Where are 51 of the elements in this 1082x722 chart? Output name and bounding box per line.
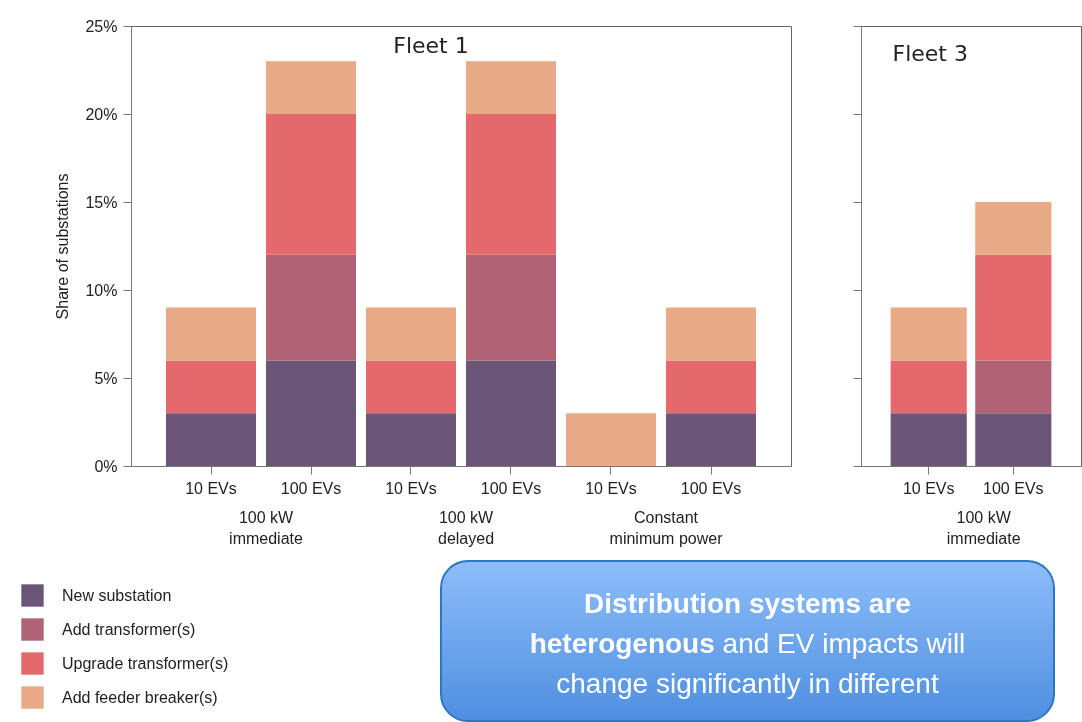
bar — [466, 254, 556, 361]
x-tick-label: 10 EVs — [902, 479, 955, 497]
bar — [890, 307, 967, 361]
bar — [166, 413, 256, 466]
text: 100 kW immediate — [229, 509, 303, 547]
legend-label: Upgrade transformer(s) — [62, 654, 229, 672]
bar — [666, 360, 756, 414]
legend-label: New substation — [62, 586, 172, 604]
bar — [466, 114, 556, 255]
y-tick-label: 15% — [85, 193, 118, 211]
chart-title: Fleet 1 — [393, 33, 469, 58]
x-tick-label: 100 EVs — [480, 479, 542, 497]
bar — [266, 254, 356, 361]
bar — [266, 360, 356, 466]
bar — [466, 360, 556, 466]
y-tick-label: 5% — [94, 369, 118, 387]
bar — [666, 307, 756, 361]
legend-label: Add transformer(s) — [62, 620, 196, 638]
bar — [366, 360, 456, 414]
bar — [266, 61, 356, 114]
bar — [466, 61, 556, 114]
x-tick-label: 100 EVs — [983, 479, 1044, 497]
bar — [366, 413, 456, 466]
text: Constant minimum power — [609, 509, 724, 547]
callout-box: Distribution systems are heterogenous and EV impacts will change significantly in different — [440, 560, 1055, 722]
bar — [975, 254, 1052, 361]
y-tick-label: 0% — [94, 457, 118, 475]
bar — [266, 114, 356, 255]
bar — [366, 307, 456, 361]
x-tick-label: 10 EVs — [385, 479, 437, 497]
bar — [666, 413, 756, 466]
x-tick-label: 10 EVs — [185, 479, 237, 497]
bar — [975, 413, 1052, 466]
y-tick-label: 10% — [85, 281, 118, 299]
bar — [166, 360, 256, 414]
bar — [975, 360, 1052, 414]
text: 100 kW delayed — [437, 509, 495, 547]
x-tick-label: 10 EVs — [585, 479, 637, 497]
bar — [166, 307, 256, 361]
text: Fleet 3 — [892, 40, 968, 66]
y-axis-title: Share of substations — [54, 173, 72, 320]
text: 100 kW immediate — [946, 509, 1021, 547]
x-tick-label: 100 EVs — [680, 479, 742, 497]
legend-label: Add feeder breaker(s) — [62, 688, 218, 706]
bar — [566, 413, 656, 466]
bar — [890, 360, 967, 414]
y-tick-label: 20% — [85, 105, 118, 123]
bar — [975, 202, 1052, 255]
bar — [890, 413, 967, 466]
y-tick-label: 25% — [85, 17, 118, 35]
x-tick-label: 100 EVs — [280, 479, 342, 497]
